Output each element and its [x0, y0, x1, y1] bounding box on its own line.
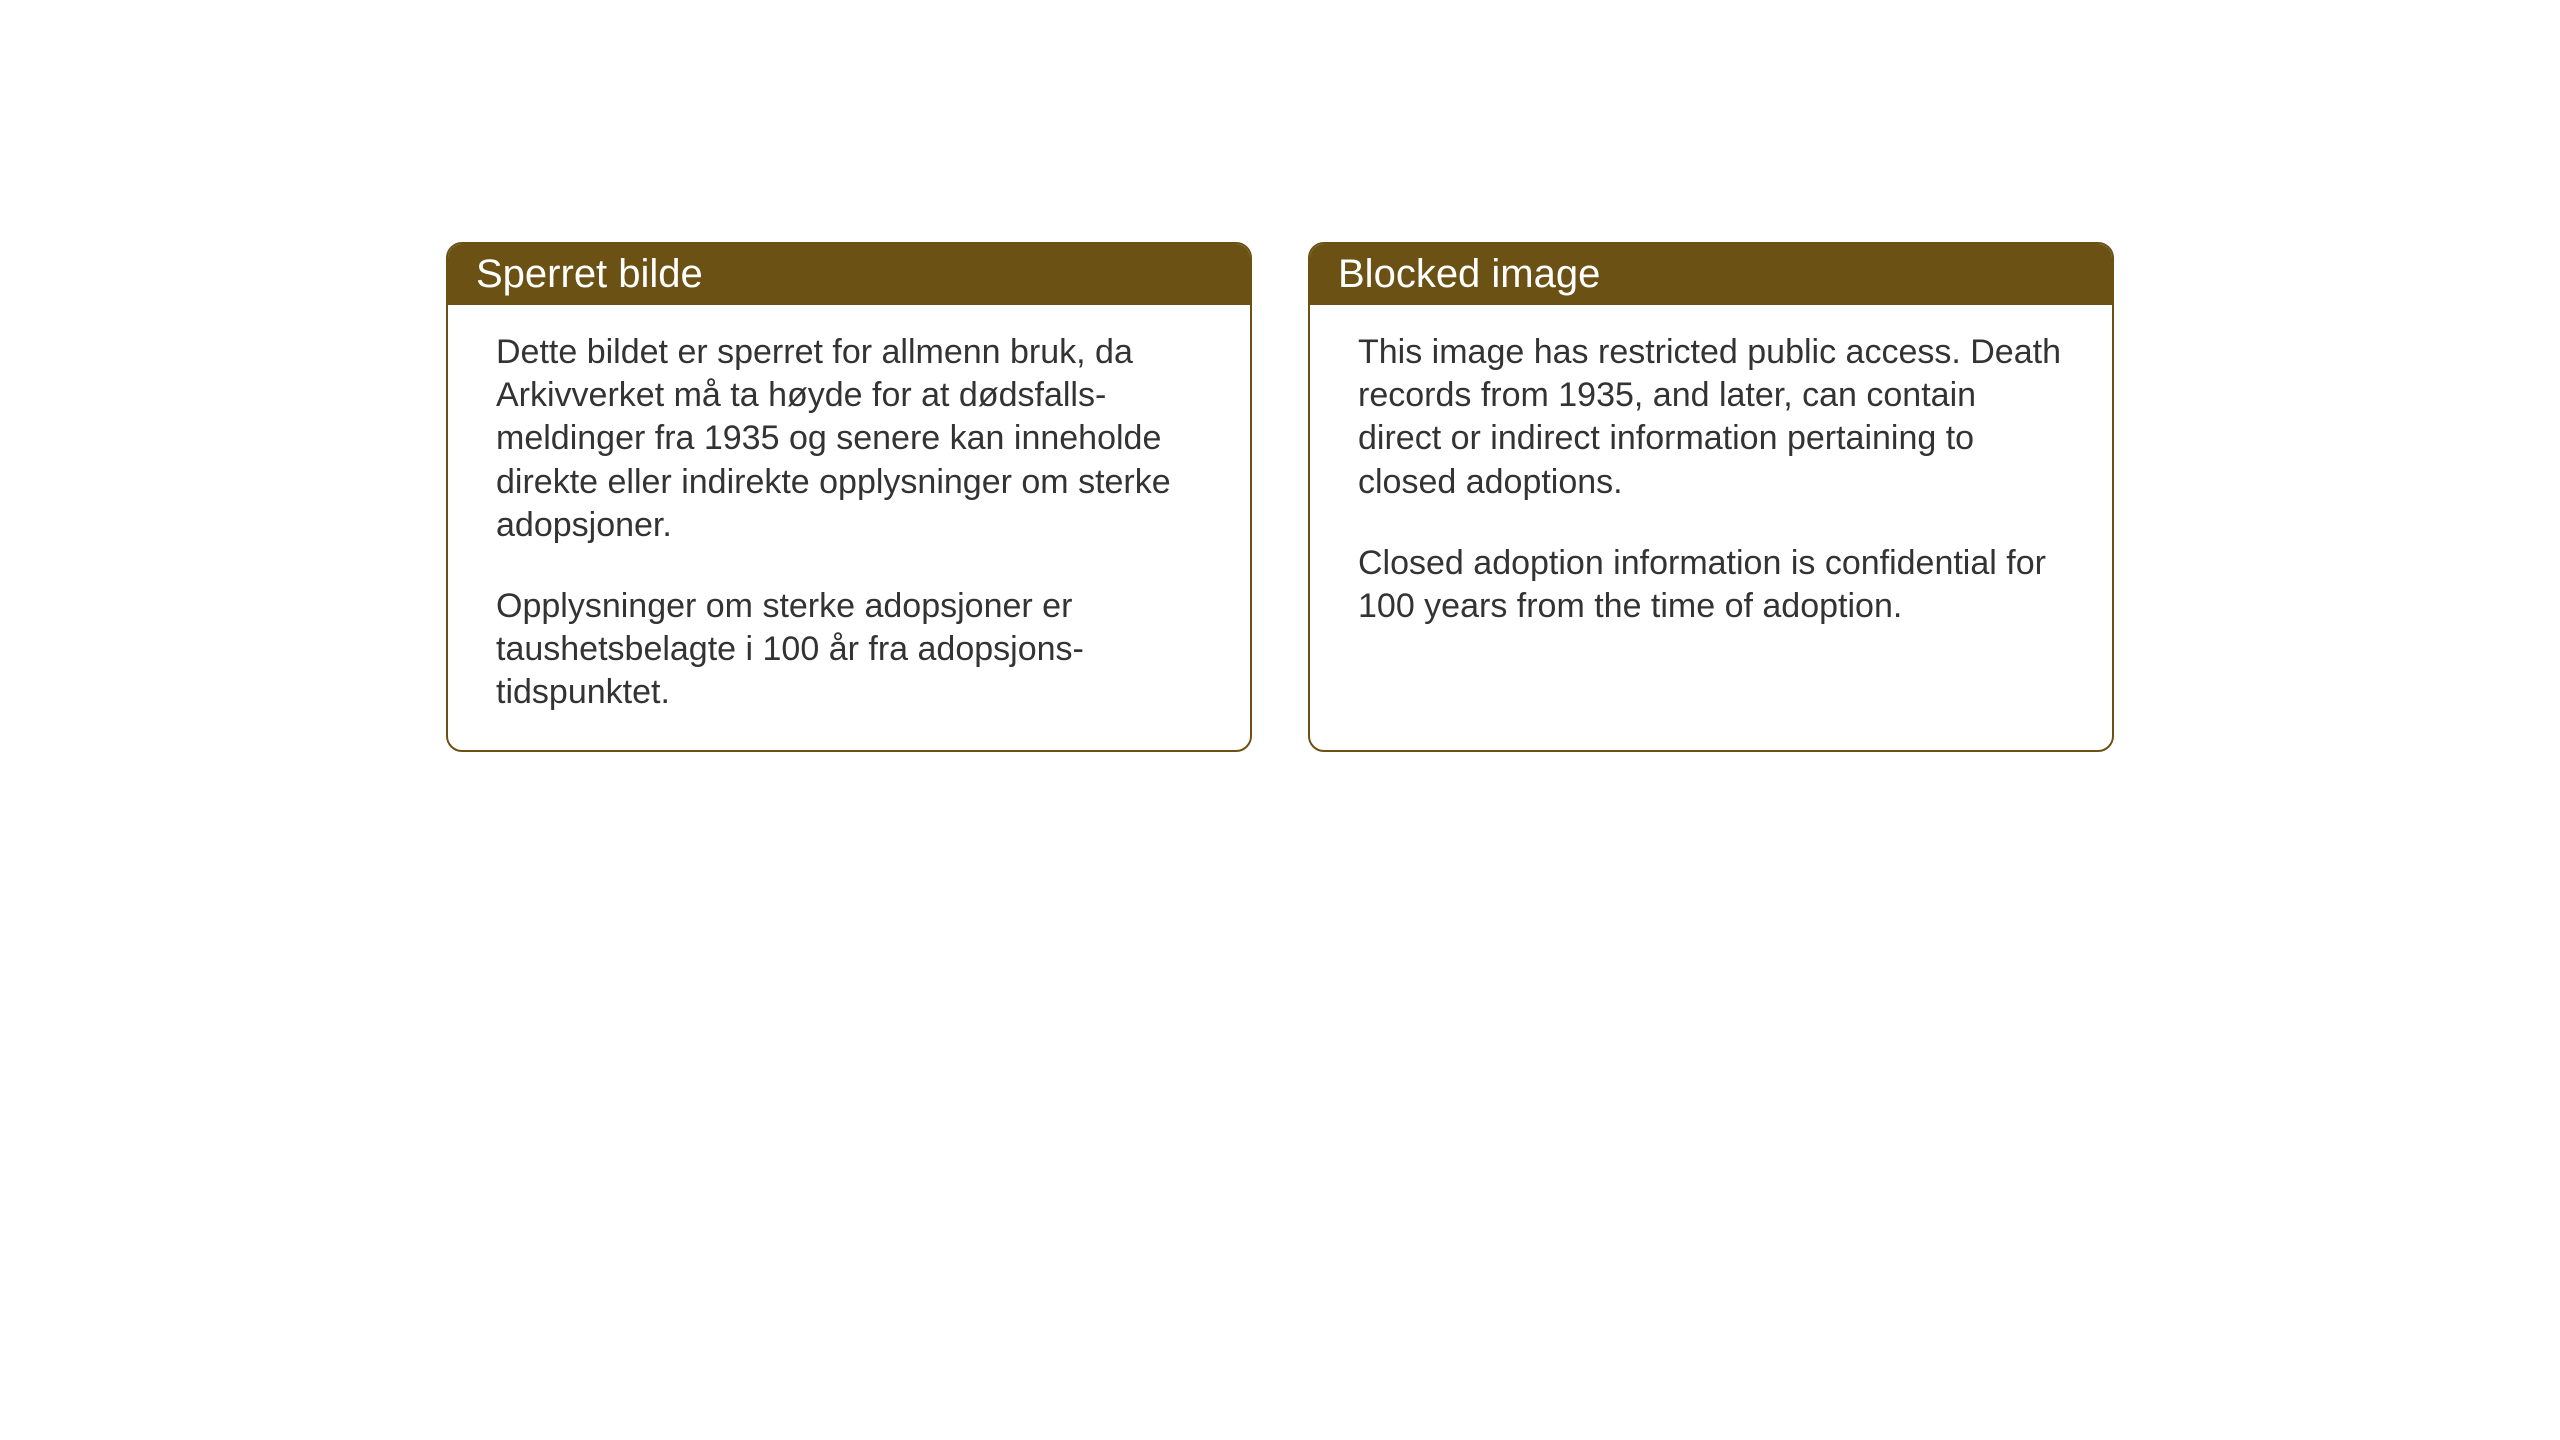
english-card-header: Blocked image — [1310, 244, 2112, 305]
english-card-body: This image has restricted public access.… — [1310, 305, 2112, 664]
norwegian-card-header: Sperret bilde — [448, 244, 1250, 305]
norwegian-notice-card: Sperret bilde Dette bildet er sperret fo… — [446, 242, 1252, 752]
norwegian-card-title: Sperret bilde — [476, 252, 703, 296]
norwegian-paragraph-1: Dette bildet er sperret for allmenn bruk… — [496, 331, 1202, 547]
english-card-title: Blocked image — [1338, 252, 1600, 296]
norwegian-card-body: Dette bildet er sperret for allmenn bruk… — [448, 305, 1250, 750]
notice-container: Sperret bilde Dette bildet er sperret fo… — [446, 242, 2114, 752]
norwegian-paragraph-2: Opplysninger om sterke adopsjoner er tau… — [496, 585, 1202, 715]
english-paragraph-2: Closed adoption information is confident… — [1358, 542, 2064, 628]
english-notice-card: Blocked image This image has restricted … — [1308, 242, 2114, 752]
english-paragraph-1: This image has restricted public access.… — [1358, 331, 2064, 504]
